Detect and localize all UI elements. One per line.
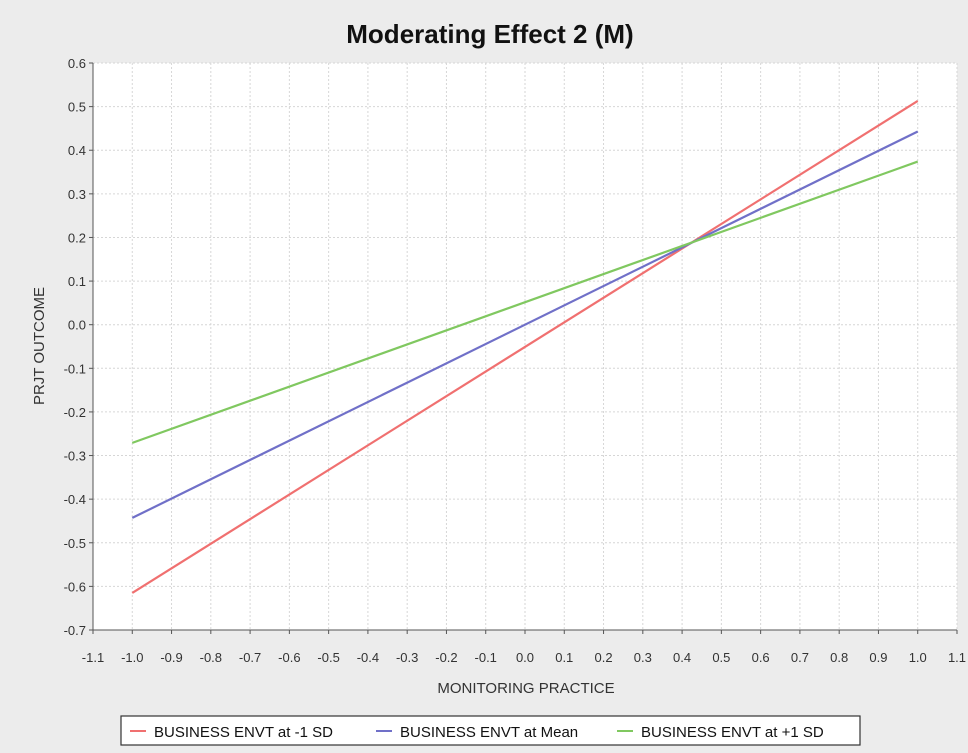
x-tick-label: -0.7 — [239, 650, 261, 665]
x-tick-label: -0.5 — [317, 650, 339, 665]
y-tick-label: -0.3 — [64, 449, 86, 464]
y-tick-labels: 0.6 0.5 0.4 0.3 0.2 0.1 0.0 -0.1 -0.2 -0.3 -0.4 -0.… — [64, 56, 86, 638]
legend-label-plus-1sd: BUSINESS ENVT at +1 SD — [641, 724, 824, 741]
axes — [89, 62, 958, 634]
legend-label-minus-1sd: BUSINESS ENVT at -1 SD — [154, 724, 333, 741]
x-tick-label: 0.6 — [752, 650, 770, 665]
x-tick-label: 0.3 — [634, 650, 652, 665]
series-line-2 — [131, 160, 919, 444]
y-tick-label: -0.4 — [64, 492, 86, 507]
x-tick-label: -0.2 — [435, 650, 457, 665]
y-tick-label: 0.6 — [68, 56, 86, 71]
x-tick-label: 1.1 — [948, 650, 966, 665]
series-line-0 — [131, 100, 919, 594]
y-tick-label: 0.0 — [68, 318, 86, 333]
x-tick-label: 0.9 — [869, 650, 887, 665]
x-tick-label: -1.0 — [121, 650, 143, 665]
x-tick-label: -0.4 — [357, 650, 379, 665]
x-tick-label: 1.0 — [909, 650, 927, 665]
y-tick-label: -0.6 — [64, 579, 86, 594]
y-tick-label: 0.2 — [68, 230, 86, 245]
y-tick-label: -0.2 — [64, 405, 86, 420]
y-tick-label: 0.3 — [68, 187, 86, 202]
y-tick-label: -0.1 — [64, 361, 86, 376]
series-lines — [131, 100, 919, 594]
x-tick-label: 0.0 — [516, 650, 534, 665]
x-tick-label: 0.1 — [555, 650, 573, 665]
y-tick-label: 0.4 — [68, 143, 86, 158]
y-tick-label: 0.1 — [68, 274, 86, 289]
legend-label-mean: BUSINESS ENVT at Mean — [400, 724, 578, 741]
legend-box — [120, 715, 861, 746]
x-tick-label: -0.1 — [475, 650, 497, 665]
x-tick-label: -0.6 — [278, 650, 300, 665]
chart-title: Moderating Effect 2 (M) — [346, 19, 633, 49]
x-tick-labels: -1.1 -1.0 -0.9 -0.8 -0.7 -0.6 -0.5 -0.4 -0.3 -0.2… — [82, 650, 966, 665]
y-tick-label: -0.7 — [64, 623, 86, 638]
x-tick-label: -0.8 — [200, 650, 222, 665]
x-tick-label: -1.1 — [82, 650, 104, 665]
x-tick-label: -0.3 — [396, 650, 418, 665]
x-tick-label: 0.5 — [712, 650, 730, 665]
legend: BUSINESS ENVT at -1 SD BUSINESS ENVT at … — [120, 715, 861, 746]
y-axis-title: PRJT OUTCOME — [31, 287, 48, 405]
y-tick-label: -0.5 — [64, 536, 86, 551]
y-tick-label: 0.5 — [68, 100, 86, 115]
x-tick-label: 0.7 — [791, 650, 809, 665]
x-tick-label: -0.9 — [160, 650, 182, 665]
series-line-1 — [131, 130, 919, 519]
x-tick-label: 0.2 — [595, 650, 613, 665]
x-tick-label: 0.4 — [673, 650, 691, 665]
x-tick-label: 0.8 — [830, 650, 848, 665]
x-axis-title: MONITORING PRACTICE — [437, 680, 614, 697]
